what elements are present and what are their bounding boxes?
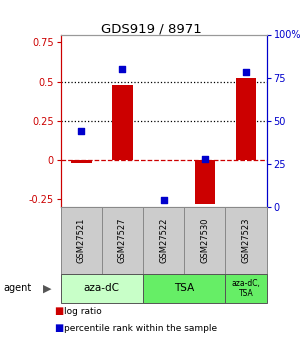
Point xyxy=(79,128,84,134)
Text: GDS919 / 8971: GDS919 / 8971 xyxy=(101,22,202,36)
Text: ▶: ▶ xyxy=(43,284,51,293)
Point xyxy=(202,156,207,161)
Text: log ratio: log ratio xyxy=(64,307,102,316)
Text: percentile rank within the sample: percentile rank within the sample xyxy=(64,324,217,333)
Bar xyxy=(236,78,256,160)
Point xyxy=(120,66,125,72)
Text: GSM27523: GSM27523 xyxy=(241,218,251,263)
Bar xyxy=(71,160,92,163)
Text: GSM27522: GSM27522 xyxy=(159,218,168,263)
Text: ■: ■ xyxy=(55,324,64,333)
Bar xyxy=(112,85,133,160)
Text: ■: ■ xyxy=(55,306,64,316)
Text: agent: agent xyxy=(3,284,31,293)
Text: GSM27527: GSM27527 xyxy=(118,218,127,263)
Text: GSM27521: GSM27521 xyxy=(77,218,86,263)
Bar xyxy=(195,160,215,204)
Text: GSM27530: GSM27530 xyxy=(200,218,209,263)
Text: aza-dC,
TSA: aza-dC, TSA xyxy=(231,279,261,298)
Text: TSA: TSA xyxy=(174,284,194,293)
Point xyxy=(244,70,248,75)
Point xyxy=(161,197,166,203)
Text: aza-dC: aza-dC xyxy=(84,284,120,293)
